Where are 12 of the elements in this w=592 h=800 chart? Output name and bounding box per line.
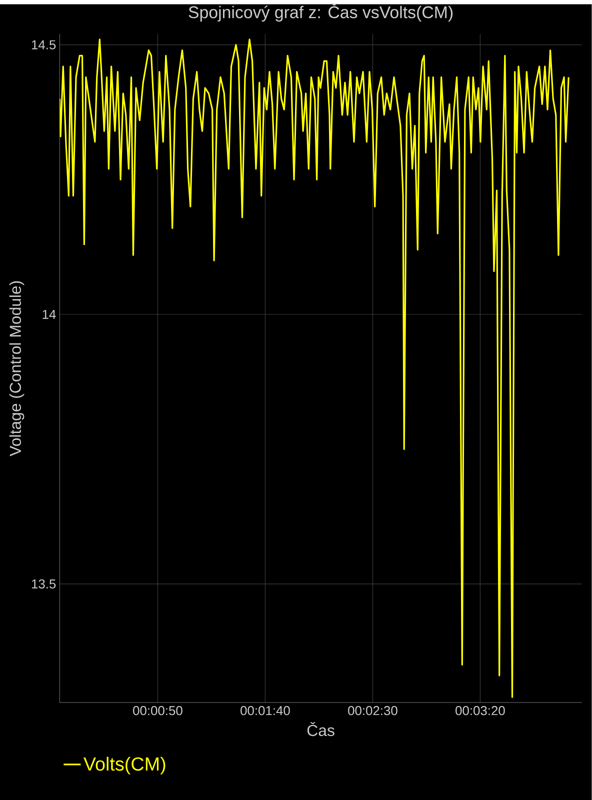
y-tick-label: 14.5 (32, 40, 56, 50)
y-tick-label: 14 (42, 310, 56, 319)
legend-label: Volts(CM) (84, 756, 166, 774)
x-tick-label: 00:03:20 (456, 706, 505, 716)
x-tick-label: 00:02:30 (348, 706, 398, 716)
x-tick-label: 00:01:40 (240, 706, 290, 716)
chart-title: Spojnicový graf z: Čas vsVolts(CM) (188, 3, 453, 22)
x-axis-title: Čas (308, 722, 334, 736)
y-axis-title: Voltage (Control Module) (9, 281, 24, 456)
y-tick-label: 13.5 (32, 579, 56, 588)
line-series (60, 38, 570, 698)
x-tick-label: 00:00:50 (133, 706, 182, 716)
